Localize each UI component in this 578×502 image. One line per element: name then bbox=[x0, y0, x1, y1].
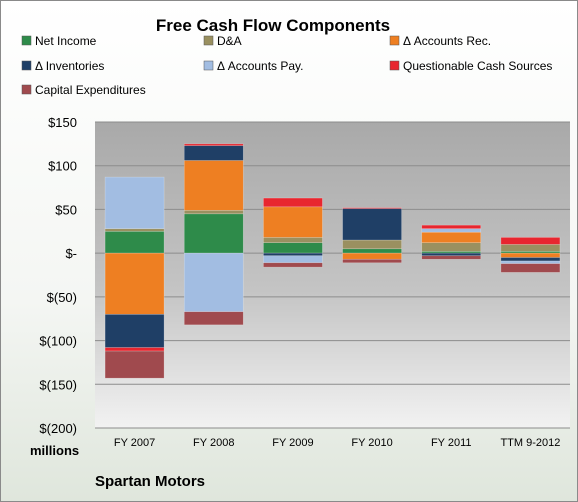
legend-swatch-2 bbox=[389, 35, 400, 46]
bar-segment bbox=[263, 237, 323, 243]
bar-segment bbox=[104, 176, 165, 229]
bar-segment bbox=[263, 242, 323, 254]
legend-swatch-0 bbox=[21, 35, 32, 46]
legend-swatch-5 bbox=[389, 60, 400, 71]
y-tick-label: $- bbox=[65, 246, 77, 261]
gridlines bbox=[95, 121, 570, 429]
legend-label-5: Questionable Cash Sources bbox=[403, 59, 552, 73]
y-tick-label: $(100) bbox=[39, 334, 77, 349]
bar-segment bbox=[183, 213, 244, 254]
legend: Net Income D&A Δ Accounts Rec. Δ Inventorie… bbox=[21, 34, 552, 97]
bar-segment bbox=[342, 252, 402, 260]
bar-segment bbox=[342, 208, 402, 241]
bar-segment bbox=[342, 258, 402, 264]
bar-segment bbox=[500, 244, 561, 252]
bar-segment bbox=[263, 252, 323, 257]
y-axis: $150 $100 $50 $- $(50) $(100) $(150) $(200) bbox=[39, 115, 77, 436]
legend-label-2: Δ Accounts Rec. bbox=[403, 34, 491, 48]
legend-label-1: D&A bbox=[217, 34, 242, 48]
bar-segment bbox=[104, 228, 165, 232]
bar-segment bbox=[104, 252, 165, 315]
bar-segment bbox=[342, 248, 402, 254]
bar-segment bbox=[421, 255, 482, 260]
y-tick-label: $100 bbox=[48, 159, 77, 174]
bar-segment bbox=[500, 237, 561, 245]
company-name: Spartan Motors bbox=[95, 473, 205, 490]
x-tick-label: FY 2009 bbox=[272, 437, 313, 449]
bar-segment bbox=[183, 210, 244, 215]
chart-title: Free Cash Flow Components bbox=[156, 16, 390, 35]
bar-segment bbox=[500, 257, 561, 262]
x-tick-label: TTM 9-2012 bbox=[500, 437, 560, 449]
bar-segment bbox=[183, 160, 244, 211]
bar-segment bbox=[342, 207, 402, 209]
y-tick-label: $(200) bbox=[39, 421, 77, 436]
bar-segment bbox=[421, 228, 482, 233]
legend-label-4: Δ Accounts Pay. bbox=[217, 59, 304, 73]
y-tick-label: $(50) bbox=[47, 290, 77, 305]
x-axis: FY 2007 FY 2008 FY 2009 FY 2010 FY 2011 TTM 9… bbox=[114, 437, 560, 449]
x-tick-label: FY 2008 bbox=[193, 437, 234, 449]
bar-segment bbox=[421, 242, 482, 252]
bar-segment bbox=[183, 311, 244, 326]
bar-segment bbox=[500, 263, 561, 273]
legend-label-3: Δ Inventories bbox=[35, 59, 104, 73]
bar-segment bbox=[104, 230, 165, 254]
bar-segment bbox=[263, 262, 323, 268]
bar-segment bbox=[500, 260, 561, 264]
bar-segment bbox=[342, 239, 402, 250]
bar-segment bbox=[104, 350, 165, 379]
bar-segment bbox=[104, 347, 165, 352]
y-tick-label: $150 bbox=[48, 115, 77, 130]
bar-segment bbox=[500, 252, 561, 258]
bar-segment bbox=[104, 314, 165, 348]
bar-segment bbox=[183, 252, 244, 313]
legend-swatch-4 bbox=[203, 60, 214, 71]
legend-label-6: Capital Expenditures bbox=[35, 83, 146, 97]
legend-label-0: Net Income bbox=[35, 34, 97, 48]
units-label: millions bbox=[30, 443, 79, 458]
legend-swatch-3 bbox=[21, 60, 32, 71]
x-tick-label: FY 2007 bbox=[114, 437, 155, 449]
bar-segment bbox=[263, 197, 323, 208]
y-tick-label: $(150) bbox=[39, 377, 77, 392]
y-tick-label: $50 bbox=[55, 202, 77, 217]
legend-swatch-6 bbox=[21, 84, 32, 95]
legend-swatch-1 bbox=[203, 35, 214, 46]
bar-segment bbox=[421, 231, 482, 243]
bar-segment bbox=[183, 145, 244, 161]
bar-segment bbox=[421, 252, 482, 257]
bar-segment bbox=[263, 206, 323, 238]
bar-segment bbox=[183, 143, 244, 146]
bars bbox=[104, 143, 561, 379]
x-tick-label: FY 2011 bbox=[431, 437, 472, 449]
x-tick-label: FY 2010 bbox=[351, 437, 392, 449]
bar-segment bbox=[421, 224, 482, 229]
plot-area bbox=[95, 122, 570, 428]
bar-segment bbox=[263, 255, 323, 264]
